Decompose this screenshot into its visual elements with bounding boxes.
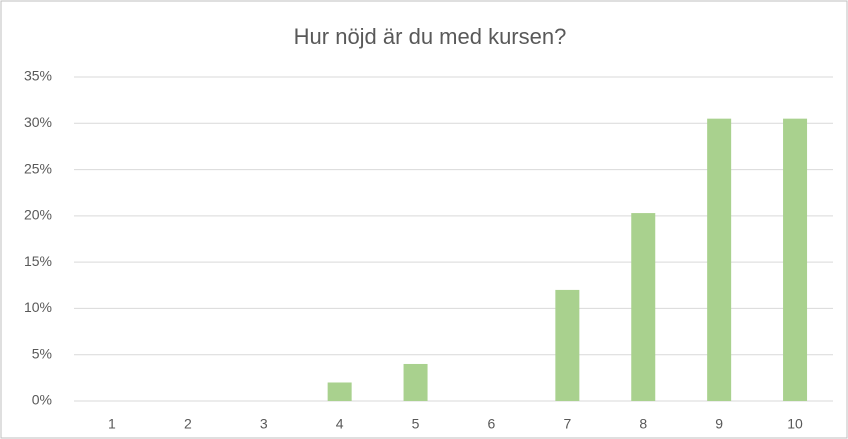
chart-title: Hur nöjd är du med kursen? <box>294 24 567 49</box>
y-tick-label: 10% <box>24 299 52 315</box>
y-tick-label: 5% <box>32 345 52 361</box>
x-tick-label: 3 <box>260 416 268 432</box>
bar <box>327 382 352 401</box>
x-tick-label: 5 <box>412 416 420 432</box>
bar <box>555 289 580 401</box>
bar <box>403 363 428 401</box>
y-tick-label: 30% <box>24 114 52 130</box>
y-tick-label: 0% <box>32 392 52 408</box>
x-tick-label: 7 <box>563 416 571 432</box>
y-tick-label: 15% <box>24 253 52 269</box>
y-tick-label: 20% <box>24 207 52 223</box>
x-tick-label: 2 <box>184 416 192 432</box>
x-tick-label: 6 <box>488 416 496 432</box>
bar <box>707 118 732 402</box>
x-tick-label: 4 <box>336 416 344 432</box>
y-tick-label: 25% <box>24 160 52 176</box>
x-tick-label: 9 <box>715 416 723 432</box>
y-tick-label: 35% <box>24 68 52 84</box>
x-tick-label: 10 <box>787 416 803 432</box>
x-tick-label: 1 <box>108 416 116 432</box>
x-tick-label: 8 <box>639 416 647 432</box>
bar <box>631 213 656 401</box>
bar <box>783 118 808 402</box>
